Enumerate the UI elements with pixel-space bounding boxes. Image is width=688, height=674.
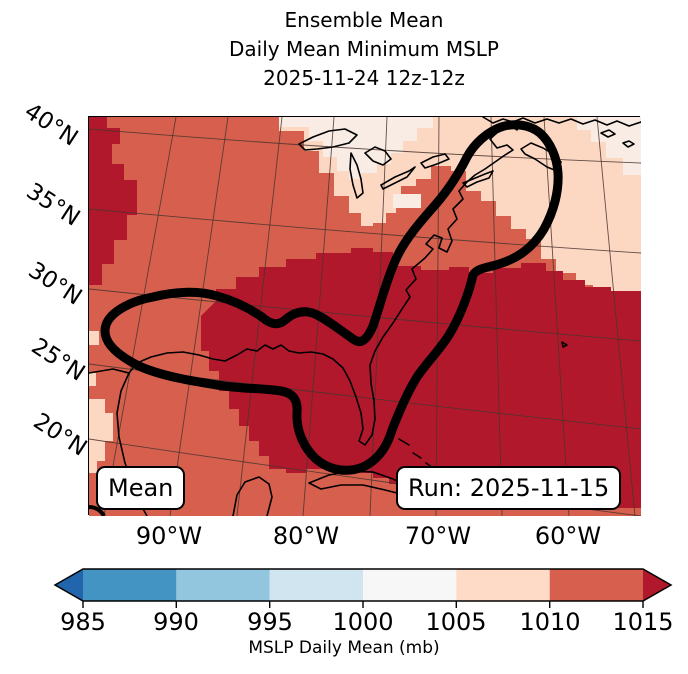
fill-dark-red-nw-blob [89, 117, 137, 285]
cb-tick-995: 995 [247, 608, 293, 636]
fill-peach-west-patch-2 [89, 373, 96, 386]
title-line-3: 2025-11-24 12z-12z [263, 66, 465, 90]
cb-tick-1010: 1010 [519, 608, 581, 636]
colorbar [53, 568, 673, 608]
lon-tick-80w: 80°W [272, 522, 340, 550]
fill-near-white-ne-corner [577, 117, 641, 175]
cb-tick-985: 985 [60, 608, 106, 636]
lon-tick-60w: 60°W [534, 522, 602, 550]
cb-tick-1000: 1000 [332, 608, 394, 636]
cb-tick-990: 990 [153, 608, 199, 636]
lat-tick-40n: 40°N [19, 98, 83, 152]
colorbar-arrow-low [55, 569, 83, 601]
lat-tick-35n: 35°N [21, 178, 85, 232]
run-annotation-text: Run: 2025-11-15 [408, 474, 610, 502]
run-annotation-box: Run: 2025-11-15 [396, 466, 622, 510]
lon-tick-90w: 90°W [135, 522, 203, 550]
cb-tick-1005: 1005 [425, 608, 487, 636]
map-axes [88, 116, 641, 516]
fill-peach-west-patch-3 [89, 399, 113, 473]
fill-near-white-cell [393, 194, 421, 208]
title-line-2: Daily Mean Minimum MSLP [228, 37, 499, 61]
lon-tick-70w: 70°W [404, 522, 472, 550]
cb-tick-1015: 1015 [612, 608, 674, 636]
graticule-meridians [103, 117, 636, 516]
lat-tick-30n: 30°N [23, 257, 87, 311]
colorbar-axis-label: MSLP Daily Mean (mb) [248, 638, 440, 658]
plot-title: Ensemble Mean Daily Mean Minimum MSLP 20… [40, 6, 688, 93]
mean-annotation-box: Mean [96, 466, 186, 510]
highlight-contour [100, 120, 563, 475]
corner-contour-fragment [89, 505, 106, 516]
colorbar-segments [55, 569, 671, 601]
fill-peach-west-patch-1 [89, 331, 99, 345]
colorbar-arrow-high [643, 569, 671, 601]
colorbar-tick-marks [82, 601, 644, 608]
title-line-1: Ensemble Mean [284, 8, 444, 32]
lat-tick-25n: 25°N [26, 333, 90, 387]
mean-annotation-text: Mean [108, 474, 174, 502]
mslp-map [89, 117, 641, 516]
